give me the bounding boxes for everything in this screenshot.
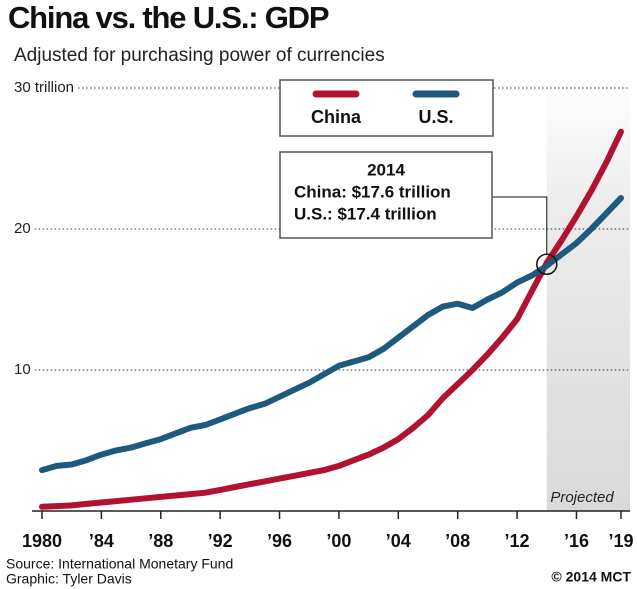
- x-tick-label: ’12: [505, 531, 530, 551]
- callout-line: [492, 196, 548, 255]
- projected-region: [546, 78, 630, 511]
- annotation-line: China: $17.6 trillion: [294, 182, 451, 201]
- chart-title: China vs. the U.S.: GDP: [8, 0, 329, 35]
- legend-label: U.S.: [418, 107, 453, 127]
- annotation-box: [279, 151, 493, 239]
- x-tick-label: 1980: [22, 531, 62, 551]
- chart-subtitle: Adjusted for purchasing power of currenc…: [14, 45, 385, 66]
- legend-label: China: [311, 107, 362, 127]
- x-tick-label: ’00: [326, 531, 351, 551]
- copyright: © 2014 MCT: [551, 569, 631, 585]
- y-tick-label: 20: [14, 220, 31, 237]
- x-tick-label: ’04: [386, 531, 411, 551]
- series-line: [39, 128, 624, 510]
- y-tick-label: 30 trillion: [14, 79, 74, 96]
- x-tick-label: ’84: [89, 531, 114, 551]
- series-line: [39, 195, 624, 474]
- x-tick-label: ’08: [445, 531, 470, 551]
- annotation-line: U.S.: $17.4 trillion: [294, 204, 437, 223]
- annotation-title: 2014: [367, 160, 405, 179]
- x-tick-label: ’88: [148, 531, 173, 551]
- source: Source: International Monetary Fund: [6, 556, 233, 572]
- credit: Graphic: Tyler Davis: [6, 571, 132, 587]
- legend-box: [279, 79, 494, 137]
- x-tick-label: ’16: [564, 531, 589, 551]
- x-tick-label: ’92: [208, 531, 233, 551]
- x-tick-label: ’19: [608, 531, 633, 551]
- y-tick-label: 10: [14, 361, 31, 378]
- x-tick-label: ’96: [267, 531, 292, 551]
- projected-label: Projected: [550, 489, 614, 506]
